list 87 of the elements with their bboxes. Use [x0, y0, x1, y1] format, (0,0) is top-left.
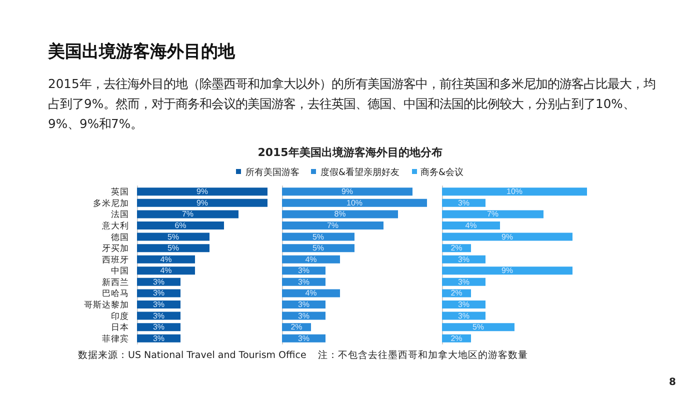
data-label: 3% [152, 322, 165, 332]
bar [282, 198, 427, 207]
bar [442, 188, 587, 196]
data-label: 3% [298, 334, 310, 343]
data-label: 3% [152, 334, 165, 343]
data-label: 5% [167, 232, 180, 242]
y-tick-label: 印度 [111, 310, 129, 321]
data-label: 2% [450, 334, 462, 343]
y-tick-label: 日本 [111, 322, 129, 332]
data-label: 4% [305, 254, 317, 264]
bar [137, 222, 224, 230]
bar [137, 210, 238, 218]
y-tick-label: 多米尼加 [93, 198, 129, 208]
bar [282, 289, 340, 298]
data-label: 4% [465, 221, 477, 230]
data-label: 3% [152, 277, 165, 286]
y-tick-label: 中国 [111, 266, 129, 276]
y-tick-label: 意大利 [101, 220, 129, 230]
data-label: 3% [152, 300, 165, 309]
data-label: 7% [326, 221, 339, 230]
data-label: 4% [160, 254, 172, 264]
data-label: 9% [196, 187, 208, 196]
data-label: 8% [334, 210, 346, 219]
bar [137, 244, 210, 252]
data-label: 3% [152, 288, 165, 298]
y-tick-label: 哥斯达黎加 [84, 300, 129, 310]
data-label: 5% [472, 322, 484, 332]
bar [442, 266, 572, 275]
data-label: 6% [174, 221, 186, 230]
bar [282, 255, 340, 264]
y-tick-label: 英国 [111, 186, 129, 197]
bar [137, 255, 195, 264]
y-tick-label: 法国 [111, 209, 129, 220]
data-label: 3% [298, 311, 310, 320]
bar [137, 266, 195, 275]
data-label: 3% [298, 277, 310, 286]
bar [137, 188, 268, 196]
bar [442, 222, 500, 230]
bar [442, 210, 544, 218]
data-label: 3% [458, 311, 470, 320]
data-label: 4% [160, 266, 172, 276]
text: 8 [669, 377, 676, 388]
y-tick-label: 巴哈马 [102, 288, 129, 298]
text: 2015年美国出境游客海外目的地分布 [256, 145, 444, 160]
data-label: 7% [486, 210, 499, 219]
data-label: 9% [341, 187, 354, 196]
data-label: 3% [458, 277, 470, 286]
source-note: 数据来源：US National Travel and Tourism Office [78, 349, 306, 362]
data-label: 4% [305, 288, 317, 298]
bar [282, 244, 354, 252]
data-label: 2% [450, 288, 462, 298]
legend-label: 所有美国游客 [244, 168, 300, 178]
data-label: 3% [458, 254, 470, 264]
y-tick-label: 德国 [111, 232, 129, 242]
data-label: 7% [182, 210, 194, 219]
data-label: 5% [167, 244, 180, 253]
bar [282, 222, 384, 230]
y-tick-label: 菲律宾 [102, 333, 129, 344]
data-label: 10% [506, 187, 523, 196]
data-label: 2% [450, 244, 462, 253]
data-label: 3% [152, 311, 165, 320]
y-tick-label: 西班牙 [102, 254, 129, 264]
text: 注：不包含去往墨西哥和加拿大地区的游客数量 [318, 349, 528, 362]
bar [282, 210, 398, 218]
bar [282, 232, 354, 241]
bar [137, 198, 268, 207]
data-label: 9% [501, 232, 514, 242]
text: 2015年，去往海外目的地（除墨西哥和加拿大以外）的所有美国游客中，前往英国和多米尼加的游客占比最大，均占到了9%。然而，对于商务和会议的美国游客，去往英国、德国、中国和法国的比例较大，分别占到了10%、9%、9%和7%。 [48, 76, 656, 133]
data-label: 3% [458, 300, 470, 309]
data-label: 5% [312, 232, 324, 242]
data-label: 3% [458, 198, 470, 208]
bar [137, 232, 210, 241]
legend-label: 商务&会议 [420, 168, 464, 178]
data-label: 5% [312, 244, 324, 253]
data-label: 3% [298, 300, 310, 309]
data-label: 9% [501, 266, 514, 276]
data-label: 10% [346, 198, 363, 208]
y-tick-label: 牙买加 [102, 243, 129, 254]
bar [442, 232, 572, 241]
data-label: 9% [196, 198, 208, 208]
chart-title: 美国出境游客海外目的地 [48, 41, 235, 63]
data-label: 2% [290, 322, 302, 332]
data-label: 3% [298, 266, 310, 276]
bar [282, 188, 412, 196]
y-tick-label: 新西兰 [102, 276, 129, 287]
legend-label: 度假&看望亲朋好友 [319, 168, 400, 178]
bar [442, 323, 514, 332]
